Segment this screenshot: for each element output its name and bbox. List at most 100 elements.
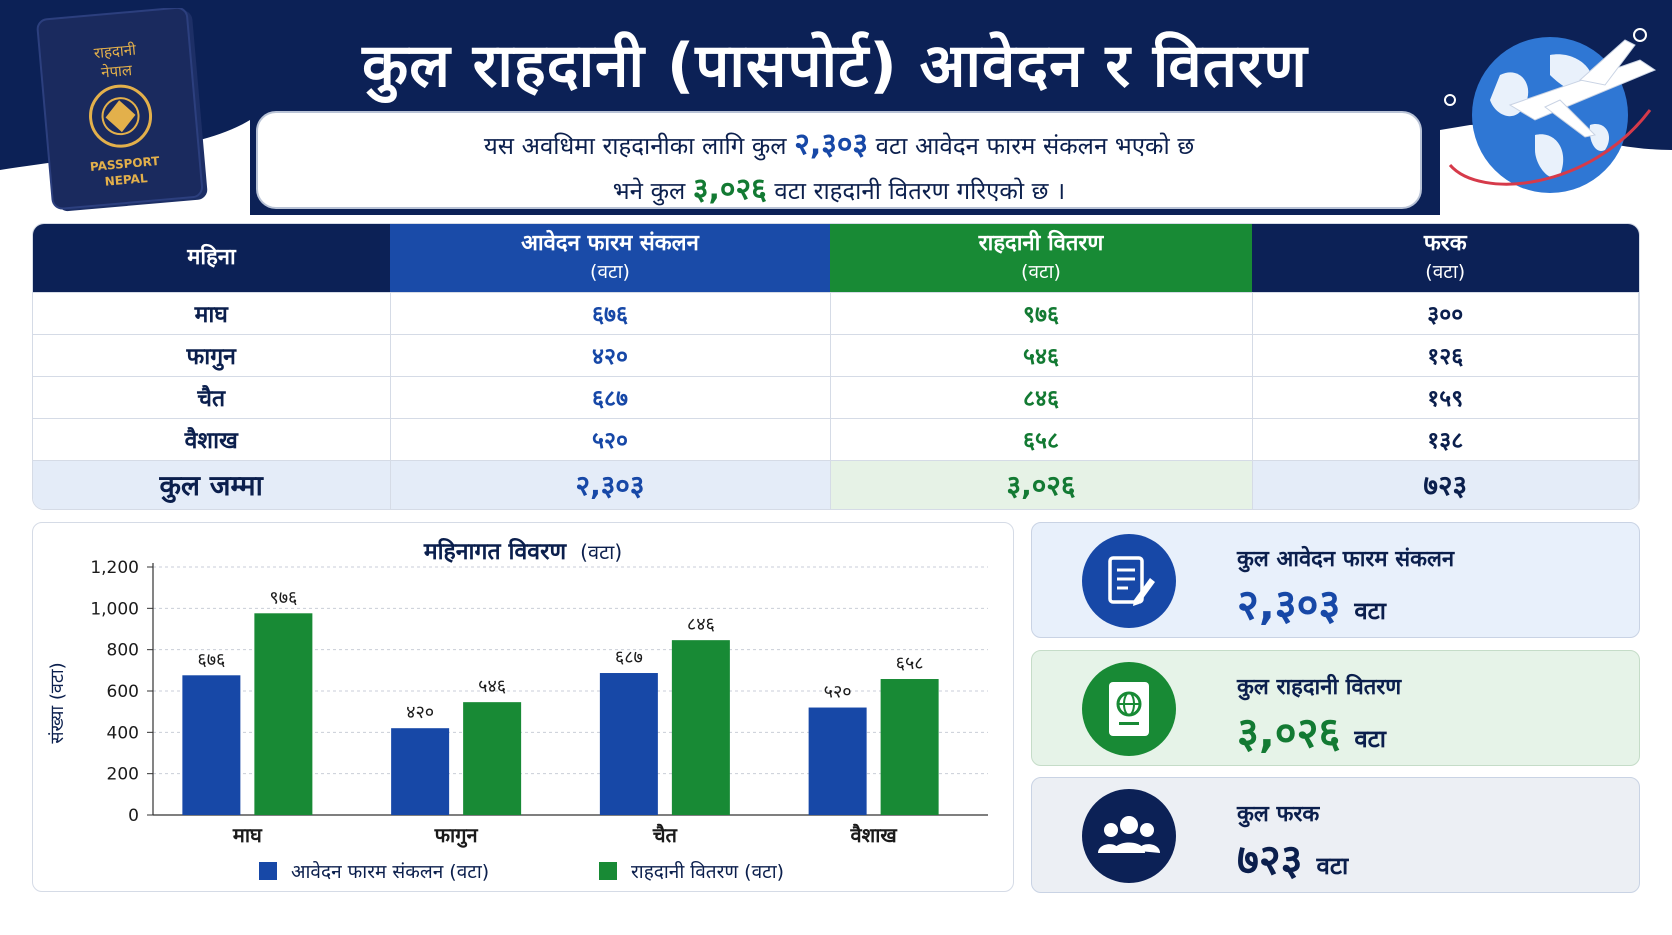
emblem-icon xyxy=(89,84,153,148)
y-tick-label: 1,200 xyxy=(90,558,139,578)
bar-applications xyxy=(599,673,658,815)
cell-diff: १२६ xyxy=(1252,333,1639,376)
table-total-row: कुल जम्मा २,३०३ ३,०२६ ७२३ xyxy=(33,459,1639,509)
stat-card-difference: कुल फरक ७२३ वटा xyxy=(1031,777,1640,893)
summary-line-2: भने कुल ३,०२६ वटा राहदानी वितरण गरिएको छ… xyxy=(258,168,1420,213)
legend-label: आवेदन फारम संकलन (वटा) xyxy=(291,860,489,883)
table-row: फागुन ४२० ५४६ १२६ xyxy=(33,333,1639,376)
cell-diff: १५९ xyxy=(1252,375,1639,418)
bar-distribution xyxy=(671,640,730,815)
document-pen-icon xyxy=(1108,556,1155,606)
people-group-icon xyxy=(1098,816,1160,853)
cell-total-label: कुल जम्मा xyxy=(33,459,391,509)
summary-line1-pre: यस अवधिमा राहदानीका लागि कुल xyxy=(483,132,787,160)
cell-month: माघ xyxy=(33,291,391,334)
summary-line-1: यस अवधिमा राहदानीका लागि कुल २,३०३ वटा आ… xyxy=(258,123,1420,168)
stat-unit: वटा xyxy=(1354,597,1386,625)
x-tick-label: माघ xyxy=(232,823,263,847)
stat-unit: वटा xyxy=(1316,852,1349,880)
summary-apps-total: २,३०३ xyxy=(794,127,869,162)
passport-text-top2: नेपाल xyxy=(100,61,133,82)
legend-swatch xyxy=(259,862,277,880)
header-banner: राहदानी नेपाल PASSPORT NEPAL कुल राहदानी… xyxy=(0,0,1672,215)
legend-label: राहदानी वितरण (वटा) xyxy=(631,860,784,883)
cell-apps: ६७६ xyxy=(390,291,831,334)
bar-value-label: ४२० xyxy=(406,702,434,723)
summary-line2-pre: भने कुल xyxy=(612,177,686,205)
cell-dist: ९७६ xyxy=(830,291,1253,334)
cell-total-diff: ७२३ xyxy=(1252,459,1639,509)
stat-value: ७२३ वटा xyxy=(1237,835,1349,884)
bar-value-label: ५२० xyxy=(824,682,852,703)
data-table: महिना आवेदन फारम संकलन (वटा) राहदानी वितर… xyxy=(32,223,1640,510)
bar-value-label: ८४६ xyxy=(687,614,715,635)
table-row: माघ ६७६ ९७६ ३०० xyxy=(33,291,1639,334)
cell-dist: ८४६ xyxy=(830,375,1253,418)
stat-label: कुल राहदानी वितरण xyxy=(1237,675,1402,700)
x-tick-label: वैशाख xyxy=(849,823,898,847)
cell-apps: ५२० xyxy=(390,417,831,460)
bar-distribution xyxy=(463,702,522,815)
passport-text-top: राहदानी xyxy=(93,41,138,63)
page-title: कुल राहदानी (पासपोर्ट) आवेदन र वितरण xyxy=(362,31,1308,101)
bar-value-label: ६५८ xyxy=(896,653,924,674)
bar-value-label: ५४६ xyxy=(478,676,506,697)
cell-total-dist: ३,०२६ xyxy=(830,459,1253,509)
location-pin-icon-2 xyxy=(1444,94,1456,106)
y-tick-label: 0 xyxy=(128,806,139,826)
bar-value-label: ९७६ xyxy=(269,587,297,608)
cell-total-apps: २,३०३ xyxy=(390,459,831,509)
stat-unit: वटा xyxy=(1354,725,1386,753)
stat-card-distribution: कुल राहदानी वितरण ३,०२६ वटा xyxy=(1031,650,1640,766)
cell-dist: ६५८ xyxy=(830,417,1253,460)
table-row: चैत ६८७ ८४६ १५९ xyxy=(33,375,1639,418)
header-month: महिना xyxy=(33,224,390,292)
bar-value-label: ६८७ xyxy=(615,647,643,668)
y-tick-label: 200 xyxy=(107,765,139,785)
y-tick-label: 800 xyxy=(107,641,139,661)
stat-label: कुल आवेदन फारम संकलन xyxy=(1237,547,1455,572)
header-distribution: राहदानी वितरण (वटा) xyxy=(830,224,1252,292)
summary-line1-post: वटा आवेदन फारम संकलन भएको छ xyxy=(875,132,1195,160)
passport-text-bottom2: NEPAL xyxy=(104,171,148,189)
cell-diff: १३८ xyxy=(1252,417,1639,460)
cell-dist: ५४६ xyxy=(830,333,1253,376)
cell-month: फागुन xyxy=(33,333,391,376)
bar-chart: महिनागत विवरण (वटा) संख्या (वटा) 0 200 400… xyxy=(47,537,988,883)
y-axis-label: संख्या (वटा) xyxy=(47,662,68,743)
stat-card-applications: कुल आवेदन फारम संकलन २,३०३ वटा xyxy=(1031,522,1640,638)
bar-applications xyxy=(808,707,867,815)
stat-value: ३,०२६ वटा xyxy=(1237,708,1386,757)
x-tick-label: फागुन xyxy=(434,823,479,848)
bar-applications xyxy=(391,728,450,815)
location-pin-icon xyxy=(1633,28,1647,42)
bar-applications xyxy=(182,675,241,815)
header-applications: आवेदन फारम संकलन (वटा) xyxy=(390,224,830,292)
bar-value-label: ६७६ xyxy=(197,649,225,670)
cell-apps: ६८७ xyxy=(390,375,831,418)
chart-card: महिनागत विवरण (वटा) संख्या (वटा) 0 200 400… xyxy=(32,522,1014,892)
summary-line2-post: वटा राहदानी वितरण गरिएको छ । xyxy=(774,177,1066,205)
bar-distribution xyxy=(880,679,939,815)
y-tick-label: 1,000 xyxy=(90,599,139,619)
y-tick-label: 600 xyxy=(107,682,139,702)
cell-diff: ३०० xyxy=(1252,291,1639,334)
y-tick-label: 400 xyxy=(107,723,139,743)
x-tick-label: चैत xyxy=(652,823,679,847)
globe-plane-illustration xyxy=(1444,28,1657,193)
chart-title: महिनागत विवरण (वटा) xyxy=(423,537,622,565)
summary-dist-total: ३,०२६ xyxy=(692,172,767,207)
passport-text-bottom: PASSPORT xyxy=(89,154,160,174)
legend-swatch xyxy=(599,862,617,880)
cell-month: वैशाख xyxy=(33,417,391,460)
table-header-row: महिना आवेदन फारम संकलन (वटा) राहदानी वितर… xyxy=(33,224,1639,292)
table-row: वैशाख ५२० ६५८ १३८ xyxy=(33,417,1639,460)
passport-illustration: राहदानी नेपाल PASSPORT NEPAL xyxy=(36,8,208,212)
summary-box: यस अवधिमा राहदानीका लागि कुल २,३०३ वटा आ… xyxy=(256,111,1422,209)
stat-label: कुल फरक xyxy=(1237,802,1320,827)
bar-distribution xyxy=(254,613,313,815)
passport-icon xyxy=(1109,682,1149,736)
header-difference: फरक (वटा) xyxy=(1252,224,1639,292)
stat-value: २,३०३ वटा xyxy=(1237,580,1386,629)
cell-apps: ४२० xyxy=(390,333,831,376)
